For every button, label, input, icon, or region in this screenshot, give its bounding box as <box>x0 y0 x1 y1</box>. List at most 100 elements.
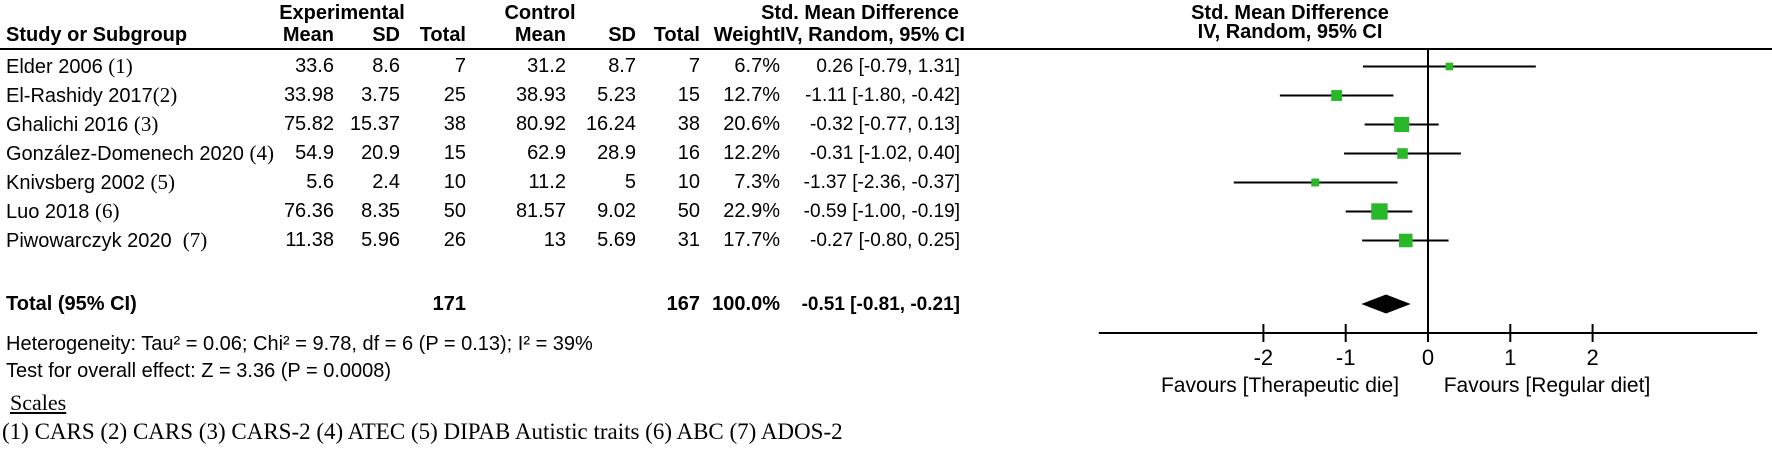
scale-ref: (2) <box>152 83 178 107</box>
scale-ref: (3) <box>133 112 159 136</box>
cell-c_total: 10 <box>677 171 700 193</box>
cell-c_sd: 8.7 <box>608 55 636 77</box>
plot-model-header: IV, Random, 95% CI <box>1197 21 1383 43</box>
ci-column-header: IV, Random, 95% CI <box>780 24 965 46</box>
tick-label: -2 <box>1254 345 1274 370</box>
cell-e_mean: 76.36 <box>283 200 334 222</box>
tick-label: -1 <box>1336 345 1356 370</box>
heterogeneity-line: Heterogeneity: Tau² = 0.06; Chi² = 9.78,… <box>6 333 593 355</box>
scale-ref: (4) <box>249 141 274 165</box>
cell-c_total: 16 <box>677 142 700 164</box>
cell-c_mean: 31.2 <box>527 55 566 77</box>
cell-ci_text: -0.59 [-1.00, -0.19] <box>803 201 960 222</box>
smd-text-column-header: Std. Mean Difference <box>761 2 959 24</box>
experimental-group-header: Experimental <box>279 2 405 24</box>
cell-c_sd: 9.02 <box>597 200 636 222</box>
control-group-header: Control <box>504 2 576 24</box>
scale-ref: (7) <box>182 228 208 252</box>
tick-label: 2 <box>1586 345 1598 370</box>
effect-marker <box>1311 178 1320 187</box>
cell-weight: 12.2% <box>723 142 780 164</box>
cell-c_sd: 28.9 <box>597 142 636 164</box>
effect-marker <box>1397 148 1408 159</box>
cell-e_mean: 33.98 <box>283 84 334 106</box>
total-weight: 100.0% <box>712 293 780 315</box>
cell-e_total: 25 <box>443 84 466 106</box>
cell-e_mean: 5.6 <box>306 171 334 193</box>
cell-ci_text: 0.26 [-0.79, 1.31] <box>816 56 960 77</box>
study-label: El-Rashidy 2017(2) <box>6 83 178 107</box>
tick-label: 0 <box>1422 345 1434 370</box>
cell-weight: 7.3% <box>734 171 780 193</box>
cell-c_sd: 5 <box>624 171 636 193</box>
study-column-header: Study or Subgroup <box>6 24 188 46</box>
effect-marker <box>1399 233 1413 248</box>
cell-ci_text: -1.11 [-1.80, -0.42] <box>805 85 960 106</box>
cell-weight: 12.7% <box>723 84 780 106</box>
scale-ref: (5) <box>150 170 176 194</box>
cell-e_total: 7 <box>454 55 466 77</box>
study-label: Elder 2006 (1) <box>6 54 133 78</box>
scale-ref: (6) <box>94 199 120 223</box>
cell-c_mean: 38.93 <box>515 84 566 106</box>
study-row: Elder 2006 (1) 33.6 8.6 7 31.2 8.7 7 6.7% 0.26 [… <box>6 52 960 81</box>
cell-e_total: 15 <box>443 142 466 164</box>
cell-e_sd: 8.6 <box>372 55 400 77</box>
study-label: Piwowarczyk 2020 (7) <box>6 228 208 252</box>
ctrl-total-header: Total <box>653 24 700 46</box>
cell-e_total: 10 <box>443 171 466 193</box>
cell-ci_text: -0.32 [-0.77, 0.13] <box>810 114 960 135</box>
total-row: Total (95% CI) 171 167 100.0% -0.51 [-0.… <box>6 290 960 319</box>
cell-c_mean: 11.2 <box>528 171 566 193</box>
study-row: González-Domenech 2020 (4) 54.9 20.9 15 62.9… <box>6 139 960 168</box>
cell-weight: 20.6% <box>723 113 780 135</box>
cell-c_mean: 13 <box>543 229 566 251</box>
study-row: Ghalichi 2016 (3) 75.82 15.37 38 80.92 16.24 3… <box>6 110 960 139</box>
cell-e_mean: 75.82 <box>283 113 334 135</box>
smd-plot-column-header: Std. Mean Difference <box>1191 2 1389 24</box>
cell-c_mean: 81.57 <box>515 200 566 222</box>
cell-e_total: 38 <box>443 113 466 135</box>
cell-e_mean: 11.38 <box>285 229 334 251</box>
study-row: Piwowarczyk 2020 (7) 11.38 5.96 26 13 5.69 31 1… <box>6 226 960 255</box>
cell-e_sd: 8.35 <box>361 200 400 222</box>
favours-right-label: Favours [Regular diet] <box>1444 374 1651 397</box>
cell-e_sd: 5.96 <box>361 229 400 251</box>
scale-ref: (1) <box>108 54 133 78</box>
study-label: Knivsberg 2002 (5) <box>6 170 176 194</box>
total-ci-text: -0.51 [-0.81, -0.21] <box>801 294 960 315</box>
cell-e_sd: 2.4 <box>372 171 400 193</box>
cell-e_total: 26 <box>443 229 466 251</box>
cell-c_sd: 5.23 <box>597 84 636 106</box>
study-row: Knivsberg 2002 (5) 5.6 2.4 10 11.2 5 10 7.3% -1.… <box>6 168 960 197</box>
cell-c_mean: 62.9 <box>527 142 566 164</box>
tick-label: 1 <box>1504 345 1516 370</box>
cell-c_sd: 16.24 <box>585 113 636 135</box>
effect-marker <box>1394 116 1410 133</box>
cell-e_sd: 15.37 <box>349 113 400 135</box>
overall-effect-line: Test for overall effect: Z = 3.36 (P = 0… <box>6 360 392 382</box>
cell-ci_text: -1.37 [-2.36, -0.37] <box>803 172 960 193</box>
cell-ci_text: -0.27 [-0.80, 0.25] <box>810 230 960 251</box>
exp-mean-header: Mean <box>282 24 334 46</box>
cell-c_total: 7 <box>688 55 700 77</box>
cell-weight: 6.7% <box>734 55 780 77</box>
favours-left-label: Favours [Therapeutic die] <box>1161 374 1399 397</box>
exp-sd-header: SD <box>372 24 400 46</box>
study-label: Luo 2018 (6) <box>6 199 120 223</box>
cell-c_total: 38 <box>677 113 700 135</box>
effect-marker <box>1331 90 1343 101</box>
study-label: González-Domenech 2020 (4) <box>6 141 274 165</box>
cell-c_total: 15 <box>677 84 700 106</box>
cell-c_total: 50 <box>677 200 700 222</box>
ctrl-mean-header: Mean <box>514 24 566 46</box>
scales-heading: Scales <box>10 390 67 415</box>
total-exp-n: 171 <box>432 293 466 315</box>
total-ctrl-n: 167 <box>666 293 700 315</box>
cell-e_mean: 33.6 <box>295 55 334 77</box>
study-row: El-Rashidy 2017(2) 33.98 3.75 25 38.93 5.23 15… <box>6 81 960 110</box>
cell-weight: 17.7% <box>723 229 780 251</box>
cell-e_sd: 20.9 <box>361 142 400 164</box>
